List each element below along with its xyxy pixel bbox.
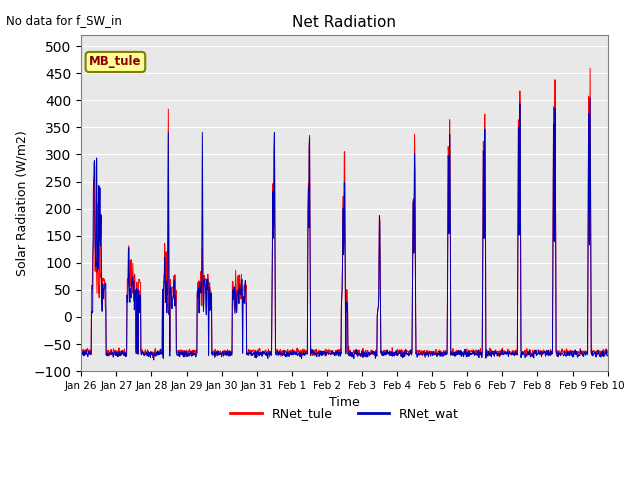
RNet_tule xyxy=(254,354,262,360)
RNet_wat xyxy=(182,348,189,354)
RNet_wat xyxy=(541,353,549,359)
RNet_wat xyxy=(150,357,157,363)
X-axis label: Time: Time xyxy=(329,396,360,409)
RNet_tule xyxy=(426,349,434,355)
RNet_tule xyxy=(604,350,612,356)
RNet_tule xyxy=(182,352,189,358)
RNet_tule xyxy=(541,352,549,358)
RNet_wat xyxy=(77,354,85,360)
RNet_wat xyxy=(195,286,202,291)
Line: RNet_wat: RNet_wat xyxy=(81,97,608,360)
Y-axis label: Solar Radiation (W/m2): Solar Radiation (W/m2) xyxy=(15,131,28,276)
RNet_wat xyxy=(495,352,503,358)
RNet_tule xyxy=(195,277,202,283)
RNet_wat xyxy=(586,95,594,100)
RNet_tule xyxy=(495,354,503,360)
RNet_wat xyxy=(254,351,262,357)
Title: Net Radiation: Net Radiation xyxy=(292,15,397,30)
RNet_wat xyxy=(604,353,612,359)
RNet_tule xyxy=(148,355,156,360)
RNet_wat xyxy=(426,351,434,357)
Text: MB_tule: MB_tule xyxy=(89,56,141,69)
RNet_tule xyxy=(586,65,594,71)
Line: RNet_tule: RNet_tule xyxy=(81,68,608,358)
Legend: RNet_tule, RNet_wat: RNet_tule, RNet_wat xyxy=(225,402,463,425)
Text: No data for f_SW_in: No data for f_SW_in xyxy=(6,14,122,27)
RNet_tule xyxy=(77,351,85,357)
